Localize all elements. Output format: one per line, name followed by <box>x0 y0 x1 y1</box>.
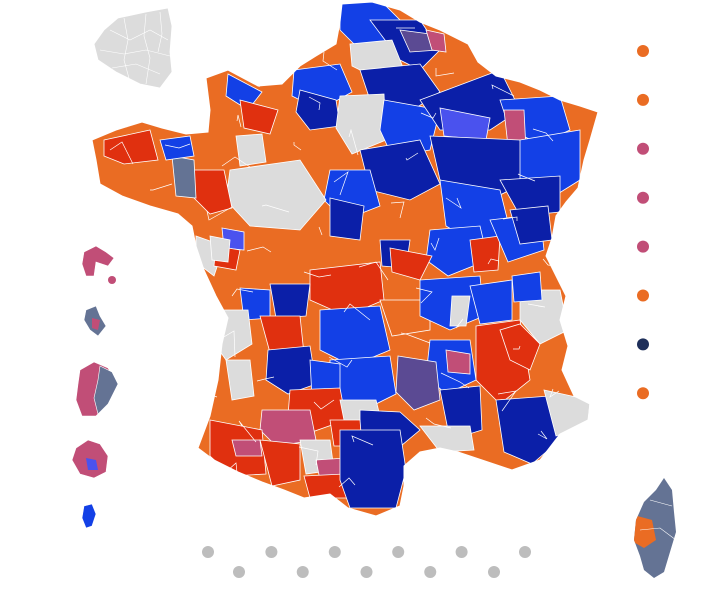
constituency-region <box>259 439 301 487</box>
constituency-region <box>259 409 317 447</box>
constituency-region <box>395 355 441 411</box>
pager-dot[interactable] <box>424 566 437 578</box>
pager-dot[interactable] <box>392 546 405 558</box>
pager-dot[interactable] <box>519 546 531 558</box>
pager-dot[interactable] <box>488 566 500 578</box>
constituency-region <box>231 439 263 457</box>
constituency-region <box>239 99 279 135</box>
pager-dot[interactable] <box>455 546 468 558</box>
constituency-region <box>269 283 311 319</box>
constituency-region <box>225 359 255 401</box>
pager-dot[interactable] <box>328 546 341 558</box>
constituency-region <box>379 299 431 337</box>
corsica <box>634 478 676 578</box>
pager-dot[interactable] <box>233 566 245 578</box>
pager-dot[interactable] <box>202 546 214 558</box>
constituency-region <box>469 235 501 273</box>
legend-dot <box>637 142 649 155</box>
paris-inset <box>93 7 173 89</box>
constituency-region <box>449 295 471 327</box>
constituency-region <box>265 345 317 395</box>
pager-dot[interactable] <box>296 566 309 578</box>
pager-dot[interactable] <box>265 546 278 558</box>
constituency-region <box>335 93 387 155</box>
constituency-region <box>159 135 195 161</box>
constituency-region <box>103 129 159 165</box>
constituency-region <box>511 271 543 303</box>
constituency-region <box>209 235 231 263</box>
constituency-region <box>425 29 447 53</box>
overseas-insets <box>71 245 119 529</box>
constituency-region <box>519 289 569 345</box>
legend-dot <box>637 93 649 106</box>
constituency-region <box>329 197 365 241</box>
constituency-region <box>235 133 267 167</box>
constituency-region <box>171 155 197 199</box>
constituency-region <box>339 429 407 509</box>
legend-dot <box>637 45 649 57</box>
mainland-france <box>92 2 598 516</box>
legend-dot <box>637 289 649 302</box>
constituency-region <box>419 425 475 453</box>
constituency-region <box>445 349 471 375</box>
legend-dot <box>637 191 649 204</box>
legend-dot <box>637 338 649 351</box>
pager-dot[interactable] <box>360 566 373 578</box>
constituency-region <box>295 89 341 131</box>
constituency-region <box>469 279 513 325</box>
legend-dot <box>637 240 649 253</box>
legend-dot <box>637 387 649 400</box>
